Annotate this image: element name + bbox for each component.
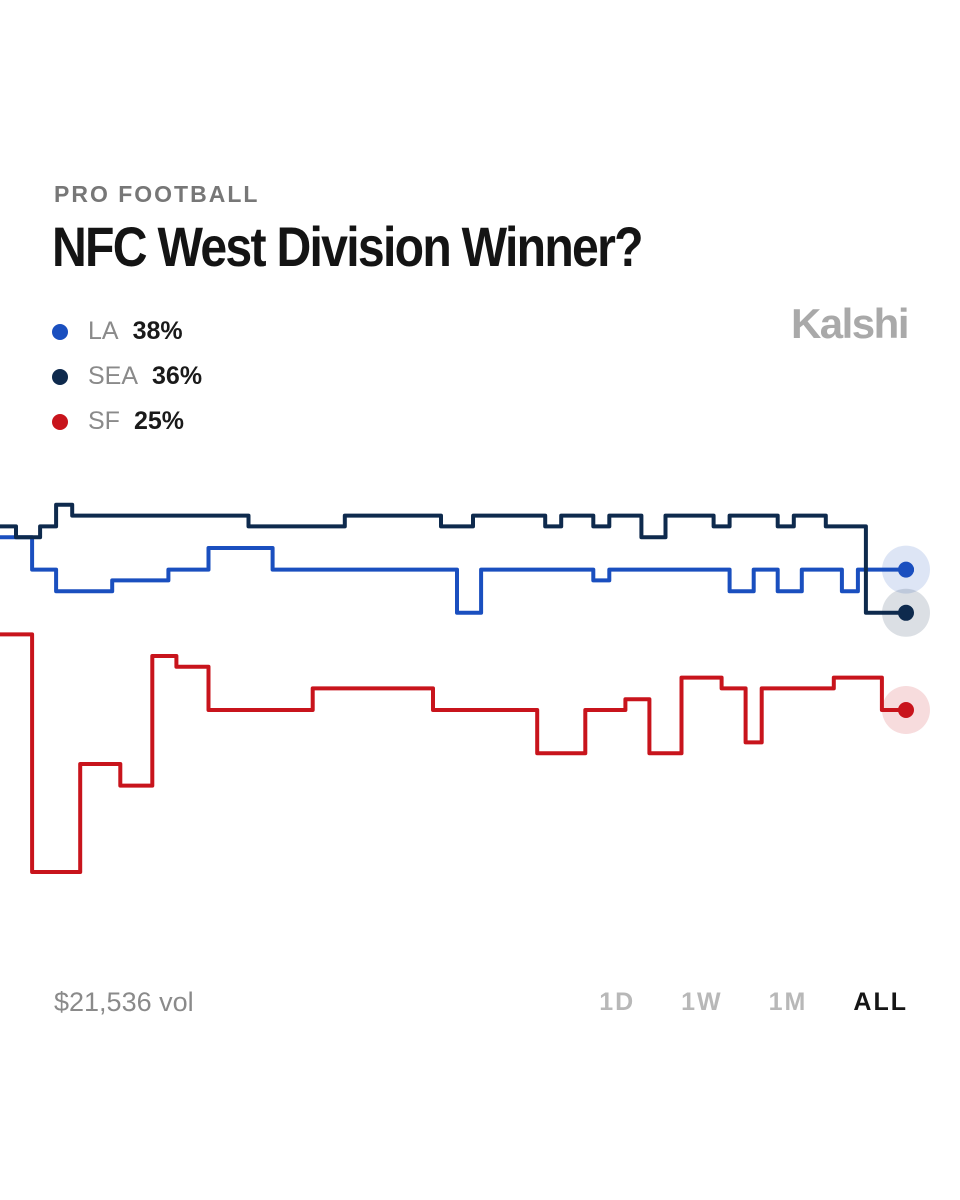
legend-code: SF <box>88 407 120 435</box>
kalshi-logo: Kalshi <box>790 300 910 347</box>
legend-item-sea: SEA 36% <box>52 354 202 399</box>
sf-endpoint-dot[interactable] <box>898 702 914 718</box>
legend-percentage: 38% <box>132 317 183 345</box>
page-title: NFC West Division Winner? <box>52 215 644 278</box>
sf-dot-icon <box>52 413 68 430</box>
price-history-chart[interactable] <box>0 440 960 980</box>
time-range-selector: 1D 1W 1M ALL <box>553 988 908 1017</box>
sea-endpoint-dot[interactable] <box>898 604 914 621</box>
range-1d-button[interactable]: 1D <box>599 988 636 1016</box>
sea-dot-icon <box>52 368 68 385</box>
legend-code: LA <box>88 317 119 345</box>
legend-item-la: LA 38% <box>52 309 202 354</box>
sf-series-line <box>0 632 906 874</box>
legend-percentage: 36% <box>152 362 203 390</box>
range-1w-button[interactable]: 1W <box>681 988 723 1016</box>
volume-label: $21,536 vol <box>54 987 194 1017</box>
legend-item-sf: SF 25% <box>52 399 202 444</box>
sea-series-line <box>0 502 906 615</box>
chart-legend: LA 38% SEA 36% SF 25% <box>52 309 202 444</box>
la-dot-icon <box>52 323 68 340</box>
legend-percentage: 25% <box>133 407 184 435</box>
category-label: PRO FOOTBALL <box>54 181 260 207</box>
la-endpoint-dot[interactable] <box>898 561 914 578</box>
range-all-button[interactable]: ALL <box>853 988 908 1016</box>
range-1m-button[interactable]: 1M <box>768 988 808 1016</box>
legend-code: SEA <box>88 362 139 390</box>
la-series-line <box>0 535 914 615</box>
